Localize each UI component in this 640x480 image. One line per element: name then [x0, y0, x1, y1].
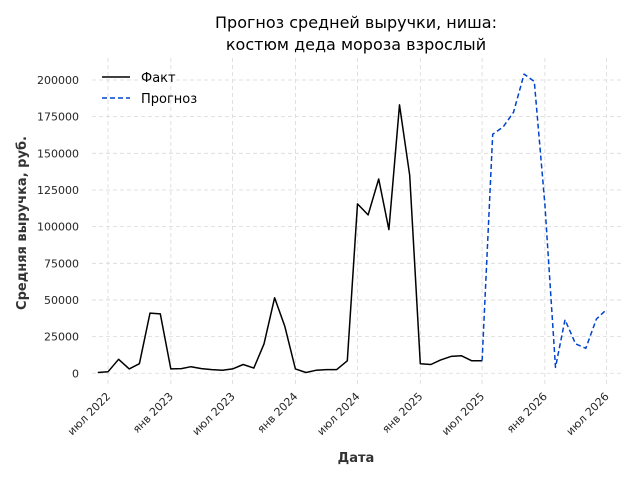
- x-grid: [107, 58, 608, 385]
- y-tick-labels: 0 25000 50000 75000 100000 125000 150000 175000…: [37, 74, 79, 380]
- y-tick-label: 50000: [44, 294, 79, 307]
- series-line-fact: [97, 104, 483, 374]
- y-tick-label: 200000: [37, 74, 79, 87]
- x-tick-label: янв 2026: [504, 390, 550, 436]
- series-line-forecast: [481, 73, 608, 369]
- legend-label-fact: Факт: [141, 71, 176, 86]
- series-layer: [97, 73, 608, 374]
- y-tick-label: 100000: [37, 221, 79, 234]
- x-axis-title: Дата: [338, 451, 375, 466]
- x-tick-label: июл 2024: [315, 390, 363, 438]
- y-tick-label: 75000: [44, 257, 79, 270]
- legend-label-forecast: Прогноз: [141, 92, 197, 107]
- x-tick-label: янв 2024: [255, 390, 301, 436]
- y-tick-label: 125000: [37, 184, 79, 197]
- y-tick-label: 175000: [37, 111, 79, 124]
- chart-title-line2: костюм деда мороза взрослый: [225, 35, 487, 54]
- y-axis-title: Средняя выручка, руб.: [15, 136, 30, 310]
- x-tick-label: июл 2025: [439, 390, 487, 438]
- x-tick-label: июл 2026: [564, 390, 612, 438]
- x-tick-label: июл 2023: [190, 390, 238, 438]
- y-tick-label: 150000: [37, 147, 79, 160]
- x-tick-labels: июл 2022 янв 2023 июл 2023 янв 2024 июл 2024…: [65, 390, 612, 438]
- x-tick-label: янв 2025: [380, 390, 426, 436]
- y-tick-label: 0: [72, 367, 79, 380]
- y-grid: [92, 79, 622, 374]
- x-tick-label: июл 2022: [65, 390, 113, 438]
- legend: Факт Прогноз: [102, 71, 197, 107]
- chart-title-line1: Прогноз средней выручки, ниша:: [215, 13, 497, 32]
- y-tick-label: 25000: [44, 331, 79, 344]
- x-tick-label: янв 2023: [130, 390, 176, 436]
